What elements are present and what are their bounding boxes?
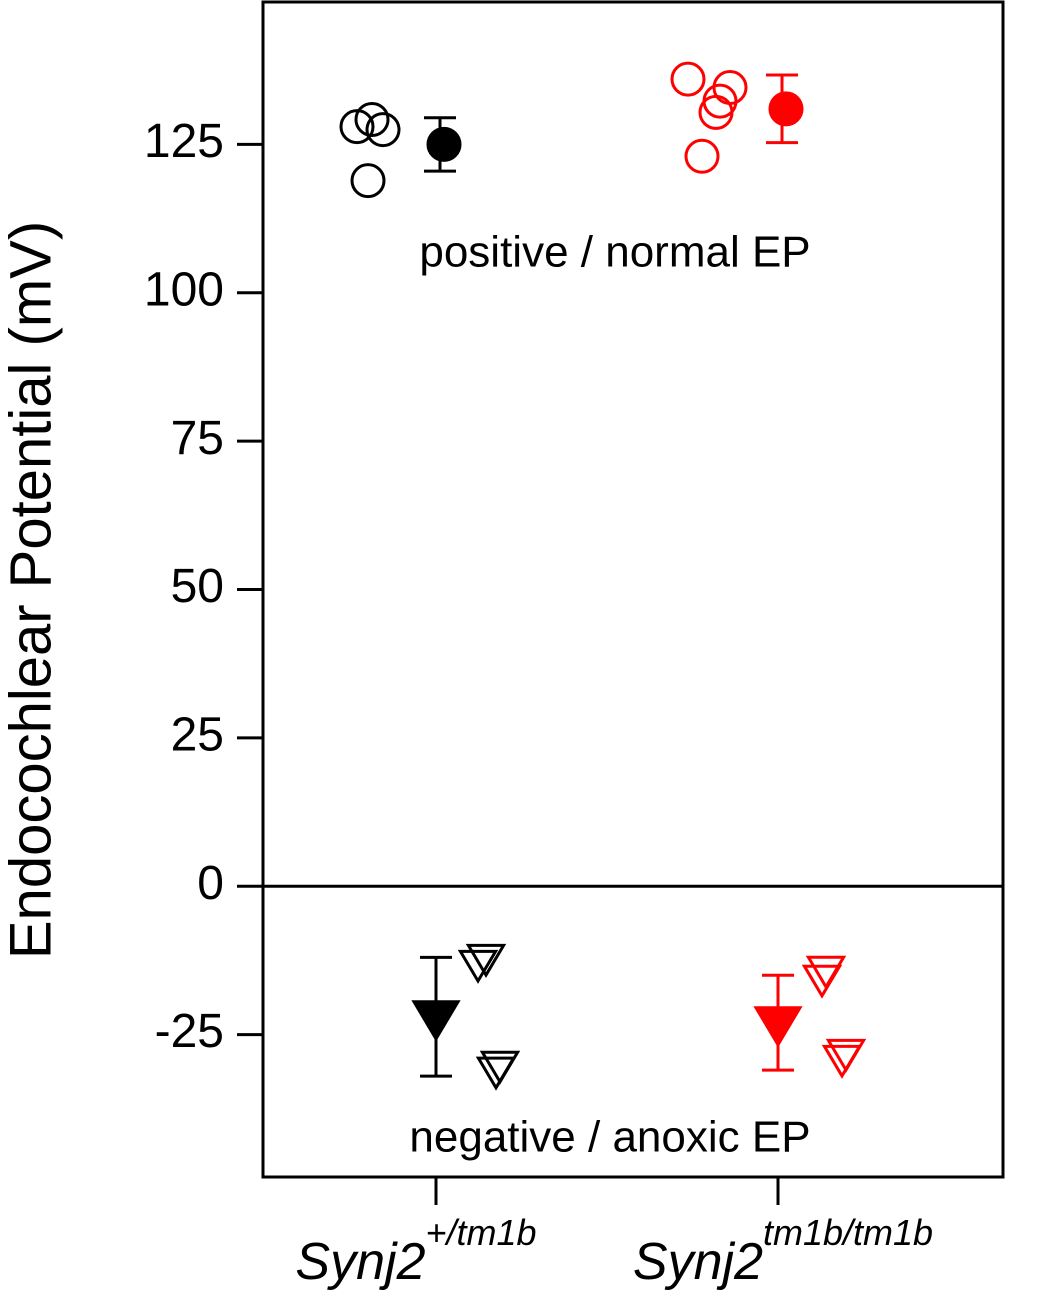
- y-tick-label: 75: [171, 412, 224, 465]
- data-point: [365, 112, 401, 148]
- category-name: Synj2: [295, 1233, 425, 1291]
- x-tick-label: Synj2tm1b/tm1b: [633, 1212, 933, 1291]
- y-axis-label: Endocochlear Potential (mV): [0, 221, 63, 959]
- mean-marker: [411, 1000, 461, 1042]
- data-point: [350, 163, 386, 199]
- y-tick-label: 50: [171, 560, 224, 613]
- y-tick-label: 125: [144, 115, 224, 168]
- data-point: [465, 943, 507, 978]
- category-superscript: tm1b/tm1b: [763, 1212, 933, 1253]
- data-point: [479, 1050, 521, 1085]
- data-point: [805, 955, 847, 990]
- category-name: Synj2: [633, 1233, 763, 1291]
- y-tick-label: 100: [144, 263, 224, 316]
- data-point: [698, 94, 734, 130]
- category-superscript: +/tm1b: [426, 1212, 537, 1253]
- mean-marker: [426, 126, 462, 162]
- mean-marker: [753, 1006, 803, 1048]
- y-tick-label: 0: [197, 857, 224, 910]
- mean-marker: [768, 91, 804, 127]
- data-point: [457, 949, 499, 984]
- data-point: [670, 61, 706, 97]
- annotation: negative / anoxic EP: [409, 1113, 810, 1162]
- data-point: [354, 102, 390, 137]
- data-point: [825, 1038, 867, 1073]
- annotation: positive / normal EP: [419, 228, 810, 277]
- data-point: [684, 138, 720, 174]
- plot-frame: [261, 0, 1005, 1179]
- y-tick-label: 25: [171, 709, 224, 762]
- y-tick-label: -25: [155, 1005, 224, 1058]
- x-tick-label: Synj2+/tm1b: [295, 1212, 536, 1291]
